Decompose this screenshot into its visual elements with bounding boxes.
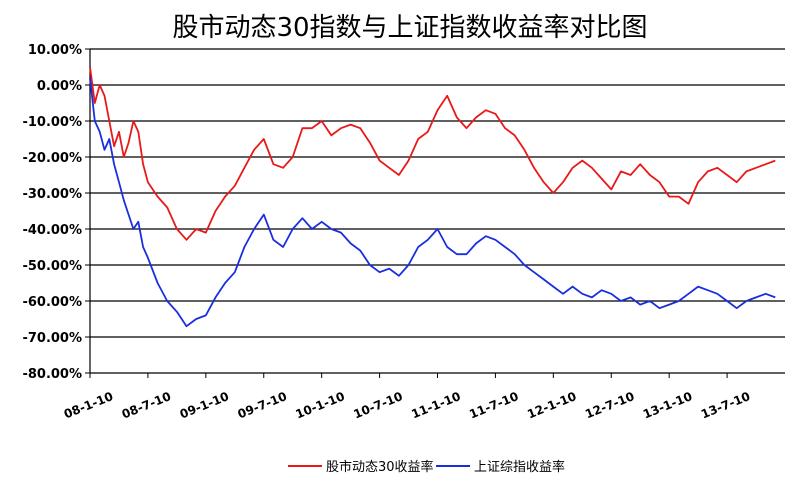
x-tick-label-8: 12-1-10 — [525, 389, 578, 421]
series-line-1 — [89, 77, 776, 328]
legend: 股市动态30收益率 上证综指收益率 — [288, 459, 565, 475]
y-tick-label-3: -20.00% — [22, 151, 82, 166]
x-tick-label-9: 12-7-10 — [583, 389, 636, 421]
x-tick-label-0: 08-1-10 — [62, 389, 115, 421]
series-line-0 — [89, 66, 776, 241]
x-tick-label-6: 11-1-10 — [409, 389, 462, 421]
x-tick-label-7: 11-7-10 — [467, 389, 520, 421]
y-tick-label-8: -70.00% — [22, 331, 82, 346]
legend-label-1: 上证综指收益率 — [474, 459, 565, 475]
y-tick-label-4: -30.00% — [22, 187, 82, 202]
y-axis-ticks: 10.00% 0.00% -10.00% -20.00% -30.00% -40.00% -… — [22, 43, 90, 382]
x-tick-label-11: 13-7-10 — [699, 389, 752, 421]
x-tick-label-10: 13-1-10 — [641, 389, 694, 421]
x-tick-label-1: 08-7-10 — [120, 389, 173, 421]
y-tick-label-5: -40.00% — [22, 223, 82, 238]
chart-title: 股市动态30指数与上证指数收益率对比图 — [172, 13, 647, 43]
y-tick-label-2: -10.00% — [22, 115, 82, 130]
legend-label-0: 股市动态30收益率 — [326, 459, 434, 475]
gridlines — [90, 48, 785, 374]
x-tick-label-3: 09-7-10 — [236, 389, 289, 421]
y-tick-label-7: -60.00% — [22, 295, 82, 310]
x-tick-label-2: 09-1-10 — [178, 389, 231, 421]
y-tick-label-6: -50.00% — [22, 259, 82, 274]
x-tick-label-5: 10-7-10 — [351, 389, 404, 421]
series-lines — [89, 66, 776, 328]
x-tick-label-4: 10-1-10 — [294, 389, 347, 421]
y-tick-label-0: 10.00% — [28, 43, 82, 58]
x-axis-ticks: 08-1-10 08-7-10 09-1-10 09-7-10 10-1-10 10-7-… — [62, 373, 752, 421]
y-tick-label-1: 0.00% — [37, 79, 82, 94]
y-tick-label-9: -80.00% — [22, 367, 82, 382]
